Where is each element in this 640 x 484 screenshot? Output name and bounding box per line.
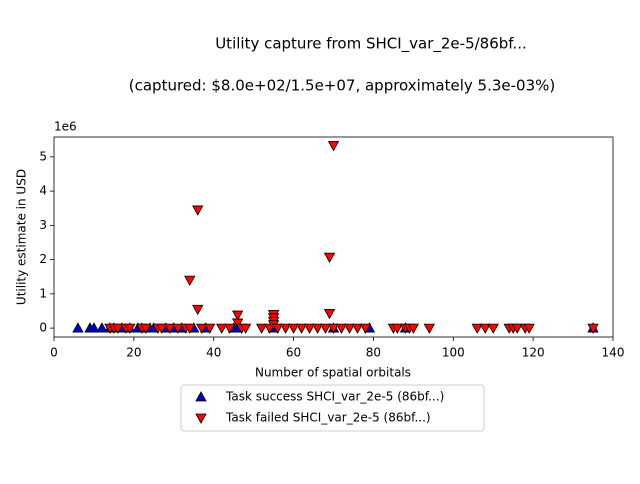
x-tick-label: 20 bbox=[126, 346, 141, 360]
point bbox=[255, 323, 268, 334]
point bbox=[303, 323, 316, 334]
point bbox=[184, 323, 196, 334]
point bbox=[164, 323, 176, 334]
y-tick-label: 4 bbox=[39, 184, 47, 198]
y-axis-label: Utility estimate in USD bbox=[15, 169, 29, 305]
point bbox=[523, 323, 535, 334]
point bbox=[423, 323, 436, 334]
point bbox=[112, 323, 124, 334]
point bbox=[192, 205, 204, 216]
point bbox=[511, 323, 523, 334]
x-tick-label: 100 bbox=[442, 346, 465, 360]
plot-frame bbox=[53, 136, 614, 338]
point bbox=[140, 323, 152, 334]
point bbox=[295, 323, 308, 334]
point bbox=[231, 318, 244, 329]
point bbox=[407, 323, 420, 334]
point bbox=[311, 323, 324, 334]
legend-marker bbox=[195, 391, 207, 402]
x-tick-label: 40 bbox=[206, 346, 221, 360]
x-tick-label: 140 bbox=[602, 346, 625, 360]
point bbox=[156, 323, 168, 334]
point bbox=[216, 323, 228, 334]
legend-label: Task failed SHCI_var_2e-5 (86bf...) bbox=[225, 411, 431, 425]
y-tick-label: 1 bbox=[39, 286, 47, 300]
chart-title: Utility capture from SHCI_var_2e-5/86bf.… bbox=[215, 35, 527, 54]
point bbox=[287, 323, 300, 334]
y-offset-label: 1e6 bbox=[54, 120, 77, 134]
point bbox=[204, 323, 216, 334]
point bbox=[351, 323, 364, 334]
point bbox=[327, 323, 340, 334]
x-tick-label: 120 bbox=[522, 346, 545, 360]
point bbox=[72, 322, 84, 333]
y-tick-label: 3 bbox=[39, 218, 47, 232]
point bbox=[327, 141, 340, 152]
point bbox=[323, 252, 336, 264]
legend-marker bbox=[195, 413, 207, 424]
legend-box bbox=[180, 384, 485, 432]
x-tick-label: 0 bbox=[50, 346, 58, 360]
x-tick-label: 60 bbox=[286, 346, 301, 360]
legend-label: Task success SHCI_var_2e-5 (86bf...) bbox=[225, 390, 444, 404]
y-tick-label: 2 bbox=[39, 252, 47, 266]
point bbox=[479, 323, 491, 334]
x-tick-label: 80 bbox=[366, 346, 381, 360]
x-axis-label: Number of spatial orbitals bbox=[255, 366, 411, 380]
point bbox=[196, 323, 208, 334]
point bbox=[343, 323, 356, 334]
point bbox=[88, 322, 100, 333]
point bbox=[184, 275, 196, 286]
point bbox=[319, 323, 332, 334]
point bbox=[124, 323, 136, 334]
point bbox=[172, 323, 184, 334]
y-tick-label: 5 bbox=[39, 149, 47, 163]
point bbox=[335, 323, 348, 334]
point bbox=[224, 323, 236, 334]
point bbox=[231, 310, 244, 321]
point bbox=[323, 308, 336, 320]
chart-subtitle: (captured: $8.0e+02/1.5e+07, approximate… bbox=[129, 77, 555, 95]
point bbox=[471, 323, 483, 334]
point bbox=[279, 323, 292, 334]
point bbox=[359, 323, 372, 334]
point bbox=[487, 323, 499, 334]
point bbox=[587, 323, 599, 334]
point bbox=[96, 322, 108, 333]
y-tick-label: 0 bbox=[39, 321, 47, 335]
point bbox=[192, 304, 204, 316]
point bbox=[239, 323, 252, 334]
point bbox=[391, 323, 404, 334]
point bbox=[271, 323, 284, 334]
